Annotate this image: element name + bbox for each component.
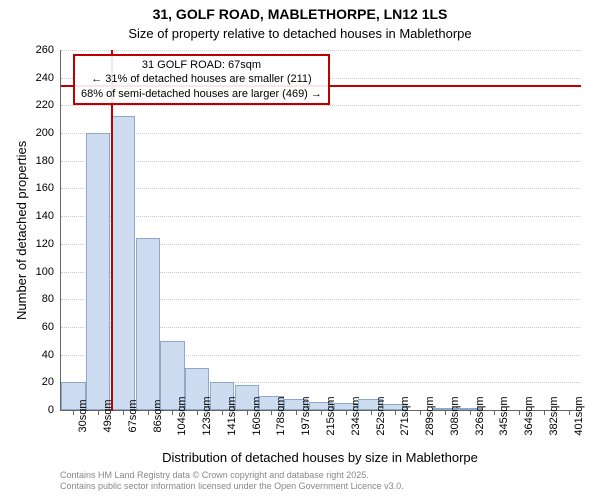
annotation-line: 68% of semi-detached houses are larger (… xyxy=(81,87,322,101)
annotation-box: 31 GOLF ROAD: 67sqm← 31% of detached hou… xyxy=(73,54,330,105)
x-tick-label: 326sqm xyxy=(474,396,486,435)
footer-line-1: Contains HM Land Registry data © Crown c… xyxy=(60,470,404,481)
annotation-line: 31 GOLF ROAD: 67sqm xyxy=(81,58,322,72)
y-tick-label: 100 xyxy=(36,266,54,278)
gridline-h xyxy=(61,216,581,217)
x-tick-label: 345sqm xyxy=(498,396,510,435)
gridline-h xyxy=(61,105,581,106)
x-tick-label: 364sqm xyxy=(523,396,535,435)
y-tick-label: 200 xyxy=(36,127,54,139)
y-tick-label: 40 xyxy=(42,349,54,361)
x-tick-label: 382sqm xyxy=(548,396,560,435)
x-tick-mark xyxy=(98,410,99,415)
x-tick-mark xyxy=(346,410,347,415)
x-tick-mark xyxy=(470,410,471,415)
x-tick-mark xyxy=(569,410,570,415)
x-tick-mark xyxy=(172,410,173,415)
y-tick-label: 260 xyxy=(36,44,54,56)
x-tick-mark xyxy=(321,410,322,415)
y-tick-label: 180 xyxy=(36,155,54,167)
y-tick-label: 140 xyxy=(36,210,54,222)
y-tick-label: 240 xyxy=(36,72,54,84)
x-tick-mark xyxy=(420,410,421,415)
histogram-bar xyxy=(111,116,135,410)
chart-title-main: 31, GOLF ROAD, MABLETHORPE, LN12 1LS xyxy=(0,6,600,22)
y-tick-label: 20 xyxy=(42,376,54,388)
x-tick-mark xyxy=(296,410,297,415)
y-tick-label: 60 xyxy=(42,321,54,333)
x-axis-label: Distribution of detached houses by size … xyxy=(60,450,580,465)
x-tick-mark xyxy=(148,410,149,415)
histogram-bar xyxy=(136,238,160,410)
x-tick-label: 401sqm xyxy=(573,396,585,435)
x-tick-label: 308sqm xyxy=(449,396,461,435)
x-tick-mark xyxy=(247,410,248,415)
y-axis-label: Number of detached properties xyxy=(14,141,29,320)
y-tick-label: 220 xyxy=(36,99,54,111)
x-tick-mark xyxy=(445,410,446,415)
chart-container: { "title": { "main": "31, GOLF ROAD, MAB… xyxy=(0,0,600,500)
x-tick-mark xyxy=(395,410,396,415)
x-tick-mark xyxy=(123,410,124,415)
x-tick-mark xyxy=(197,410,198,415)
annotation-line: ← 31% of detached houses are smaller (21… xyxy=(81,72,322,86)
gridline-h xyxy=(61,188,581,189)
x-tick-label: 252sqm xyxy=(375,396,387,435)
footer-line-2: Contains public sector information licen… xyxy=(60,481,404,492)
y-tick-label: 0 xyxy=(48,404,54,416)
x-tick-mark xyxy=(494,410,495,415)
gridline-h xyxy=(61,50,581,51)
x-tick-mark xyxy=(271,410,272,415)
histogram-bar xyxy=(86,133,110,410)
x-tick-mark xyxy=(371,410,372,415)
gridline-h xyxy=(61,161,581,162)
y-tick-label: 120 xyxy=(36,238,54,250)
x-tick-mark xyxy=(544,410,545,415)
x-tick-label: 271sqm xyxy=(399,396,411,435)
x-tick-mark xyxy=(73,410,74,415)
x-tick-mark xyxy=(519,410,520,415)
gridline-h xyxy=(61,133,581,134)
x-tick-label: 289sqm xyxy=(424,396,436,435)
y-tick-label: 160 xyxy=(36,182,54,194)
footer-attribution: Contains HM Land Registry data © Crown c… xyxy=(60,470,404,492)
y-tick-label: 80 xyxy=(42,293,54,305)
chart-title-sub: Size of property relative to detached ho… xyxy=(0,26,600,41)
x-tick-mark xyxy=(222,410,223,415)
plot-area: 30sqm49sqm67sqm86sqm104sqm123sqm141sqm16… xyxy=(60,50,581,411)
